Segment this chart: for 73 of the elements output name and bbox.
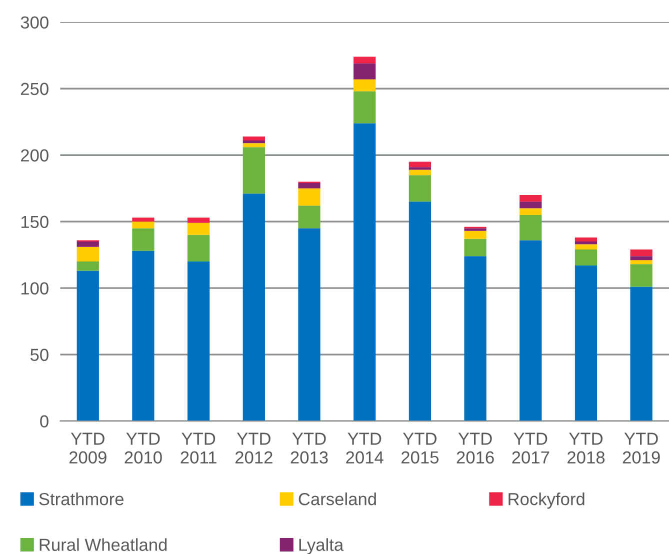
bar (408, 170, 432, 176)
y-tick-label: 0 (40, 415, 48, 428)
bar (574, 244, 598, 250)
x-tick-label: YTD 2010 (124, 432, 162, 464)
bar (242, 147, 265, 194)
bar (132, 228, 154, 251)
bar (298, 228, 320, 422)
y-tick-label: 200 (21, 149, 48, 162)
bar (464, 228, 486, 231)
legend-label: Lyalta (299, 538, 344, 554)
y-tick-label: 300 (20, 16, 48, 29)
bar (574, 265, 598, 422)
bar (520, 202, 542, 208)
bar (408, 202, 432, 422)
legend-label: Rural Wheatland (40, 538, 167, 551)
y-tick-label: 100 (21, 282, 48, 295)
bar (630, 264, 652, 287)
x-tick-label: YTD 2016 (456, 432, 494, 464)
x-tick-label: YTD 2013 (290, 432, 328, 464)
bar (574, 242, 598, 244)
legend-label: Rockyford (508, 492, 584, 509)
bar (520, 214, 542, 240)
bar (520, 240, 542, 422)
bar (76, 246, 99, 262)
bar (298, 206, 320, 228)
bar (354, 79, 376, 92)
bar (242, 194, 265, 422)
bar (408, 162, 432, 168)
x-tick-label: YTD 2019 (622, 432, 660, 464)
bar (298, 188, 320, 206)
bar (242, 136, 265, 140)
bar (188, 218, 210, 223)
bar (574, 238, 598, 242)
y-tick-label: 250 (21, 82, 48, 96)
bar (188, 261, 210, 422)
bar (354, 123, 376, 422)
bar (132, 222, 154, 228)
bar (298, 183, 320, 188)
bar (574, 250, 598, 266)
bar (76, 270, 99, 422)
x-tick-label: YTD 2017 (512, 432, 550, 464)
bar (630, 286, 652, 422)
x-tick-label: YTD 2012 (235, 432, 272, 464)
bar (354, 56, 376, 64)
bar (132, 250, 154, 422)
x-tick-label: YTD 2015 (402, 432, 439, 464)
legend-label: Strathmore (39, 492, 124, 506)
bar (242, 143, 265, 148)
bar (132, 218, 154, 222)
bar (520, 195, 542, 202)
bar (630, 250, 652, 256)
bar (408, 167, 432, 170)
bar (76, 242, 99, 247)
legend-label: Carseland (298, 492, 376, 506)
x-tick-label: YTD 2014 (346, 432, 384, 464)
x-tick-label: YTD 2018 (568, 432, 605, 464)
bar (630, 256, 652, 260)
bar (464, 256, 486, 422)
bar (354, 63, 376, 80)
bar (464, 238, 486, 256)
bar (520, 208, 542, 215)
bar (630, 260, 652, 264)
y-tick-label: 150 (21, 216, 48, 228)
bar (354, 91, 376, 124)
bar (242, 140, 265, 144)
bar (408, 175, 432, 202)
bar (188, 234, 210, 262)
bar (464, 230, 486, 239)
bar (188, 222, 210, 235)
x-tick-label: YTD 2009 (69, 432, 106, 464)
bar (76, 261, 99, 271)
x-tick-label: YTD 2011 (180, 432, 216, 464)
y-tick-label: 50 (30, 348, 48, 362)
